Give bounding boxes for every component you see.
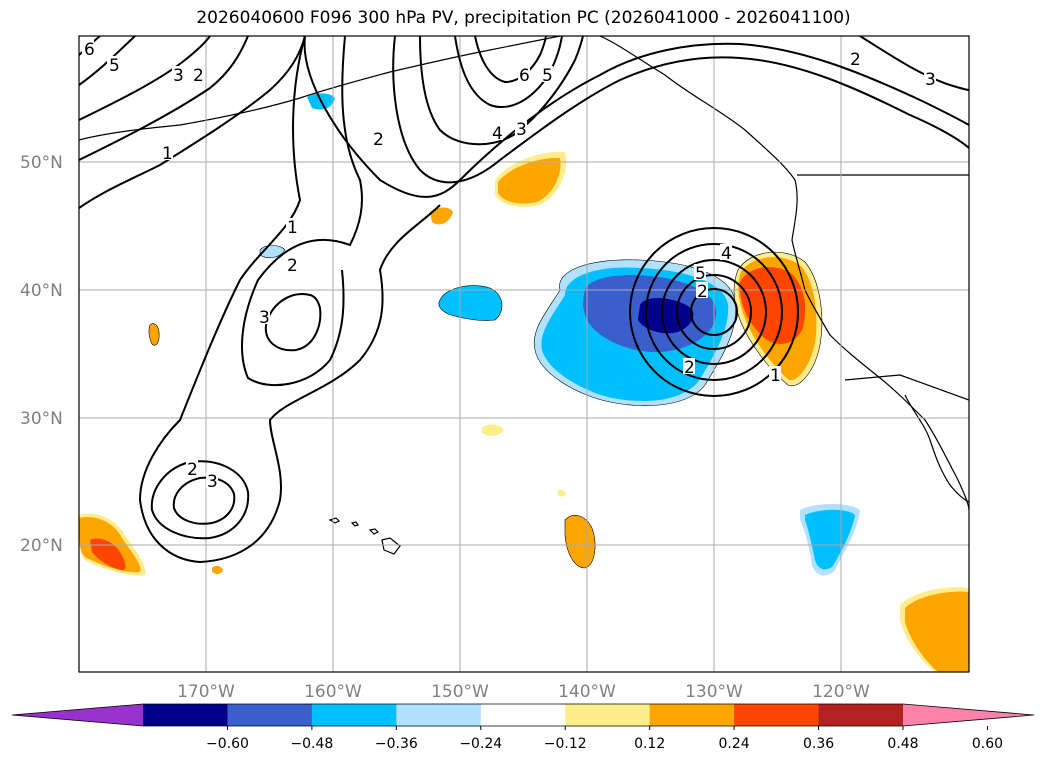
lon-label-120w: 120°W — [812, 682, 870, 702]
contour-label: 3 — [259, 308, 270, 328]
lon-label-170w: 170°W — [177, 682, 235, 702]
pv-contour-2-center — [392, 36, 969, 184]
pv-contour-3-nw — [79, 36, 211, 121]
lat-label-30n: 30°N — [20, 409, 63, 429]
lon-label-130w: 130°W — [685, 682, 743, 702]
contour-label: 6 — [519, 66, 530, 86]
colorbar-tick-label: 0.12 — [634, 736, 665, 752]
pv-contour-1-nw — [79, 36, 306, 209]
colorbar-segment — [480, 704, 566, 726]
contour-label: 2 — [684, 358, 695, 378]
pv-contour-1-west — [138, 36, 441, 564]
contour-label: 2 — [697, 282, 708, 302]
precip-positive-region-core — [739, 267, 806, 344]
colorbar-tick-label: 0.24 — [719, 736, 750, 752]
contour-label: 1 — [287, 218, 298, 238]
precip-positive-blob-169w — [212, 565, 223, 574]
contour-label: 5 — [542, 66, 553, 86]
contour-label: 1 — [770, 366, 781, 386]
colorbar-extend-max — [903, 704, 1034, 726]
colorbar-segment — [565, 704, 651, 726]
contour-label: 1 — [162, 144, 173, 164]
colorbar-tick-label: −0.36 — [375, 736, 418, 752]
colorbar-outline — [11, 703, 1035, 727]
pv-contour-2-nw — [79, 36, 249, 161]
precip-positive-blob-173w — [148, 323, 160, 346]
colorbar-segment — [818, 704, 904, 726]
colorbar-extend-min — [12, 704, 143, 726]
colorbar: −0.60 −0.48 −0.36 −0.24 −0.12 0.12 0.24 0.36 0.4… — [11, 703, 1035, 752]
colorbar-segment — [143, 704, 228, 726]
colorbar-tick-label: 0.48 — [887, 736, 918, 752]
pv-contour-ring-3 — [661, 259, 767, 365]
pv-contour-ring-2 — [645, 243, 783, 381]
pv-contour-4-center — [454, 36, 563, 108]
colorbar-tick-label: 0.36 — [803, 736, 834, 752]
lat-label-20n: 20°N — [20, 536, 63, 556]
map-frame — [78, 35, 970, 673]
colorbar-segment — [649, 704, 735, 726]
precip-positive-blob-148w — [482, 424, 504, 436]
pv-contour-2-south — [150, 460, 250, 540]
lon-label-140w: 140°W — [558, 682, 616, 702]
lat-label-40n: 40°N — [20, 281, 63, 301]
colorbar-tick-label: −0.24 — [459, 736, 502, 752]
alaska-peninsula — [79, 36, 561, 141]
lon-label-160w: 160°W — [304, 682, 362, 702]
pv-contour-ring-1 — [629, 227, 799, 397]
colorbar-tick-label: −0.48 — [290, 736, 333, 752]
precip-negative-blob-baja-core — [805, 509, 855, 570]
colorbar-segment — [734, 704, 820, 726]
contour-label: 3 — [173, 66, 184, 86]
precip-positive-blob-hawaii-west-core — [90, 538, 126, 570]
hawaii-islands — [328, 517, 401, 555]
precip-negative-blob-150w — [438, 285, 503, 321]
colorbar-segment — [227, 704, 313, 726]
pv-contour-2-west — [241, 36, 363, 387]
precip-positive-blob-152w — [430, 207, 453, 225]
contour-label: 2 — [850, 50, 861, 70]
contour-label: 5 — [695, 264, 706, 284]
pv-contour-3-ne — [859, 36, 969, 91]
precip-positive-blob-southeast-core — [905, 591, 969, 672]
contour-label: 3 — [925, 70, 936, 90]
pv-contour-3-west — [264, 293, 322, 352]
contour-label: 2 — [287, 256, 298, 276]
colorbar-segment — [311, 704, 397, 726]
us-mexico-border — [844, 374, 969, 401]
pv-contour-ring-5 — [690, 288, 738, 336]
colorbar-tick-label: 0.60 — [972, 736, 1003, 752]
contour-label: 3 — [207, 472, 218, 492]
pv-contours — [79, 36, 969, 564]
contour-label: 4 — [492, 124, 503, 144]
pv-contour-ring-4 — [676, 274, 752, 350]
contour-label: 4 — [721, 244, 732, 264]
pv-contour-labels: 6 5 3 2 1 2 1 2 3 2 3 6 5 4 — [82, 40, 936, 492]
map-title: 2026040600 F096 300 hPa PV, precipitatio… — [196, 8, 851, 28]
pv-contour-3-south — [172, 476, 236, 525]
precip-positive-blob-north-core — [498, 157, 561, 204]
pv-contour-1-trough — [303, 36, 969, 198]
contour-label: 3 — [516, 120, 527, 140]
contour-label: 2 — [187, 460, 198, 480]
longitude-labels: 170°W 160°W 150°W 140°W 130°W 120°W — [177, 682, 870, 702]
colorbar-tick-label: −0.60 — [206, 736, 249, 752]
precip-positive-blob-142w-dot — [557, 489, 566, 497]
contour-label: 5 — [109, 56, 120, 76]
lat-label-50n: 50°N — [20, 153, 63, 173]
lon-label-150w: 150°W — [431, 682, 489, 702]
contour-label: 6 — [84, 40, 95, 60]
contour-label: 2 — [373, 130, 384, 150]
precipitation-fills — [79, 93, 969, 672]
colorbar-tick-label: −0.12 — [544, 736, 587, 752]
latitude-labels: 50°N 40°N 30°N 20°N — [20, 153, 63, 556]
colorbar-segment — [396, 704, 482, 726]
precip-positive-blob-141w — [564, 515, 596, 569]
contour-label: 2 — [193, 66, 204, 86]
